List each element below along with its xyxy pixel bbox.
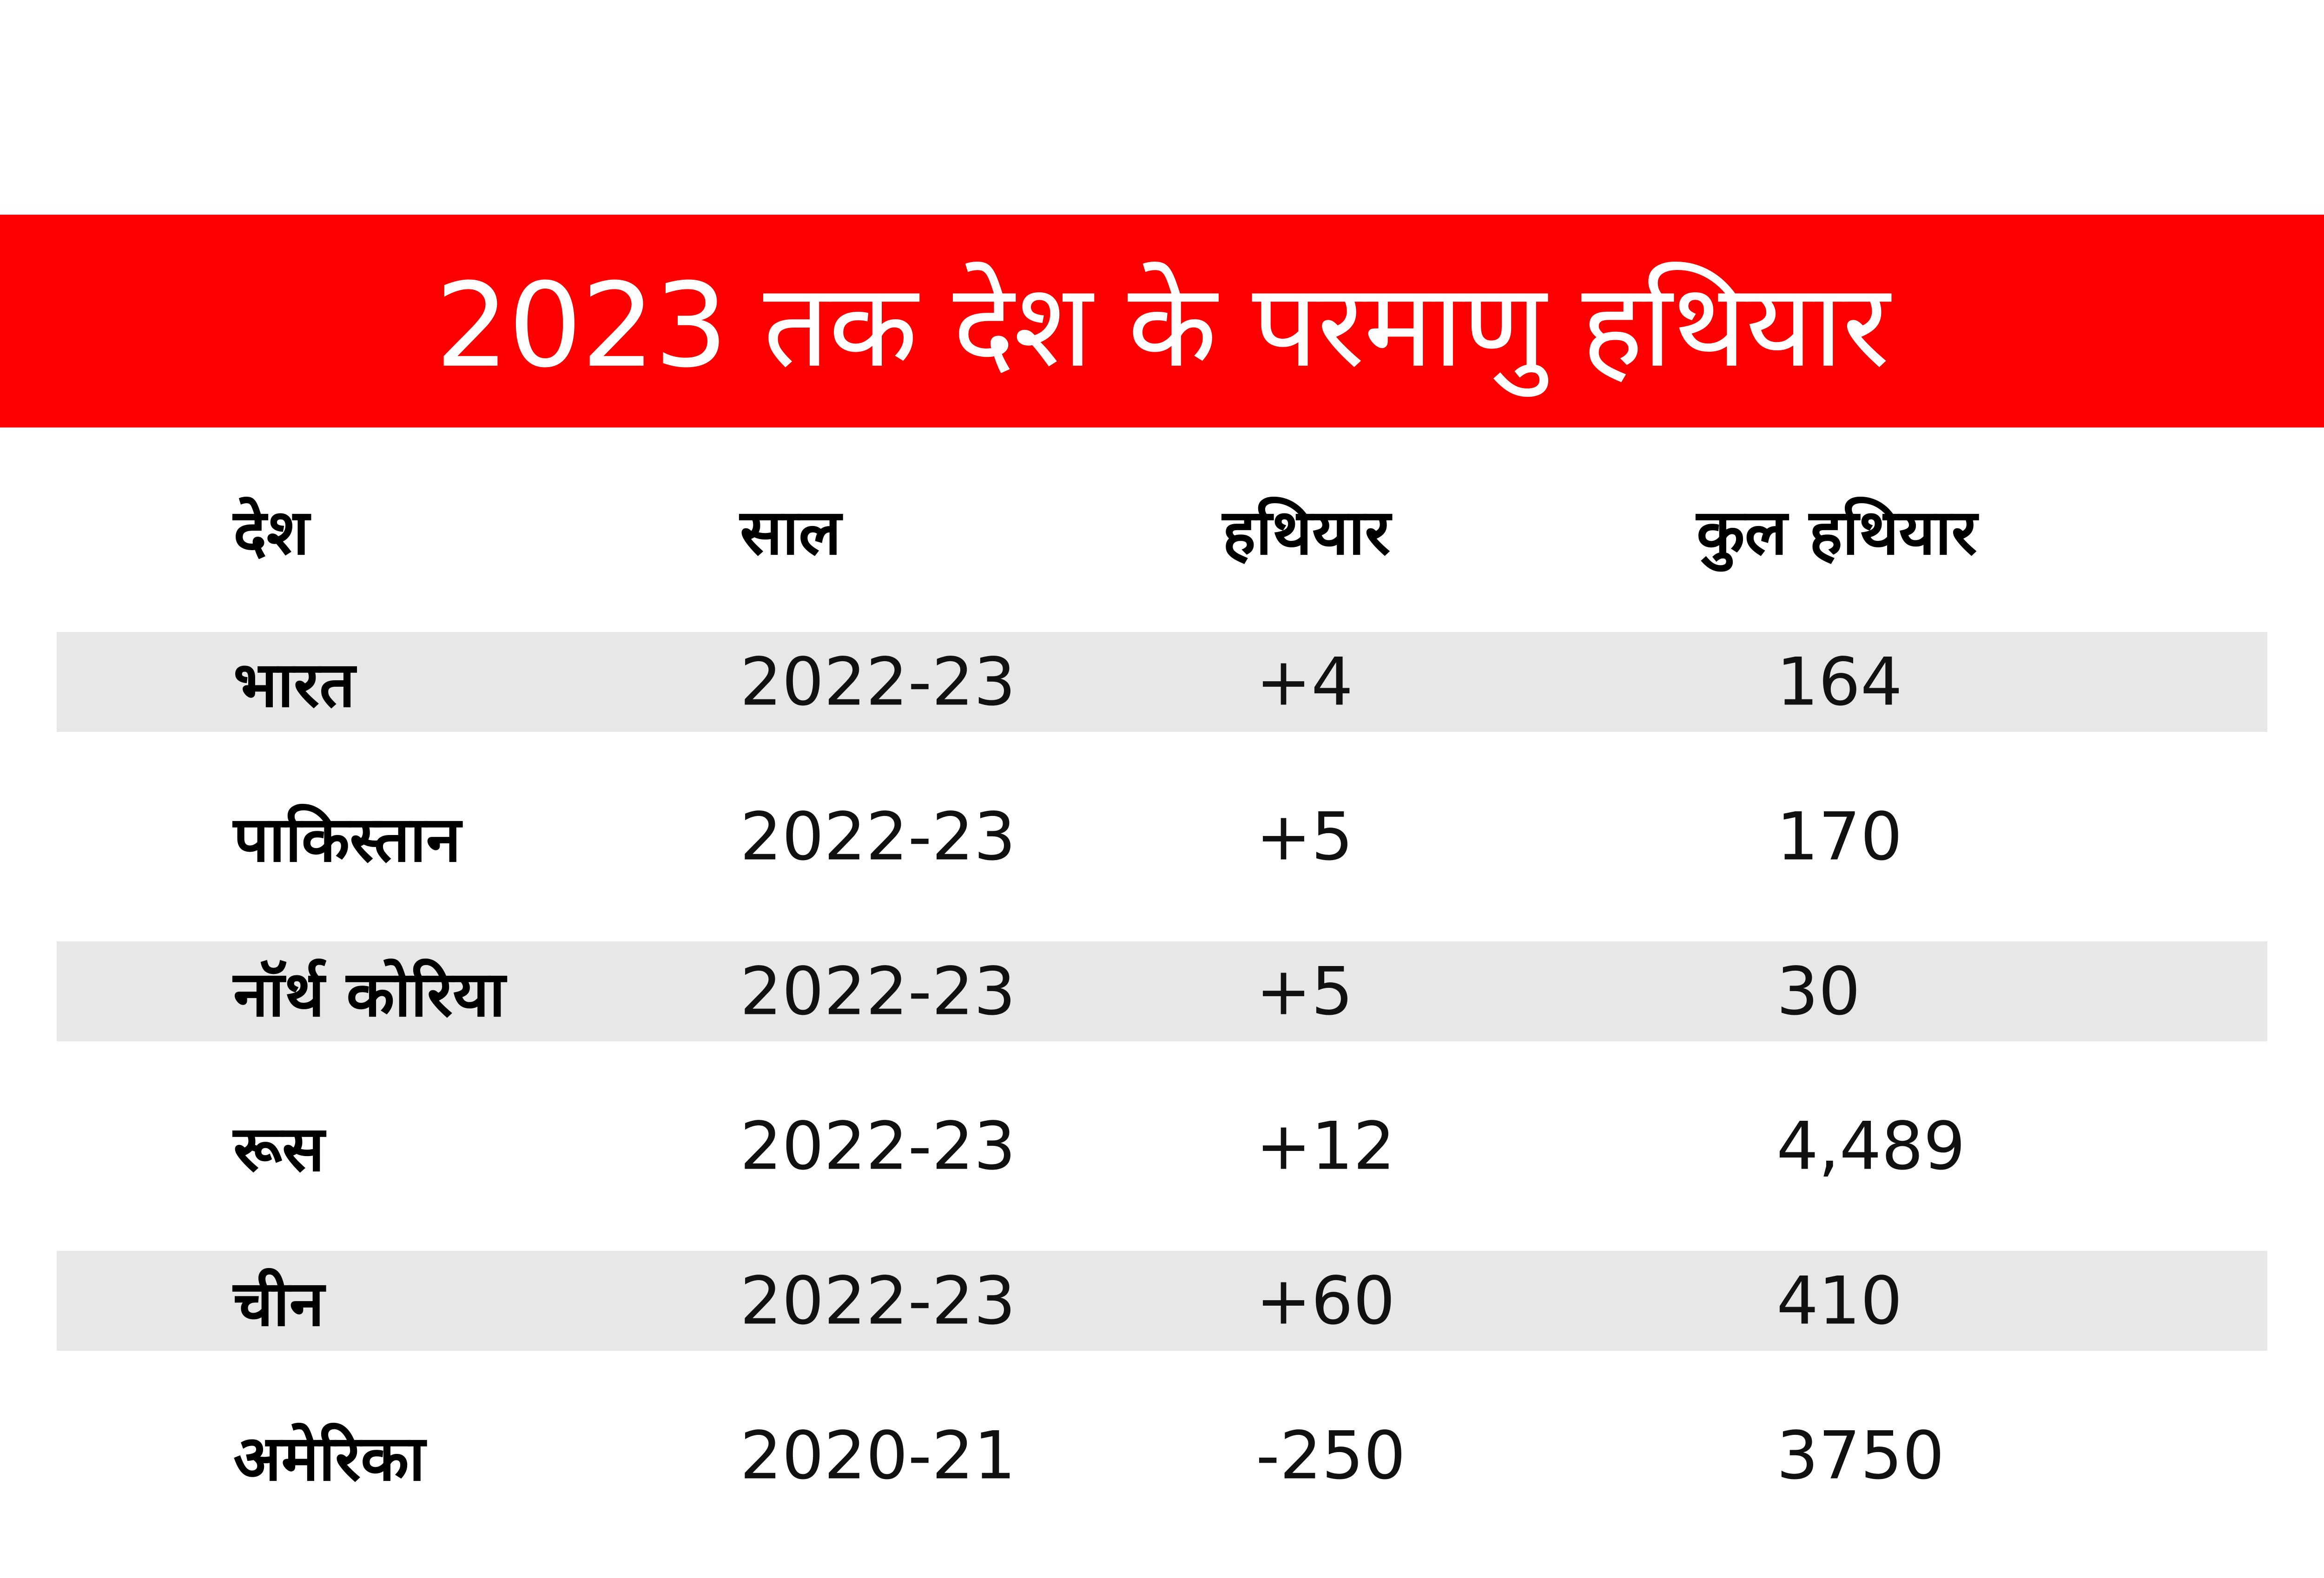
total-cell: 164 <box>1776 644 1903 720</box>
change-cell: +12 <box>1256 1108 1395 1184</box>
table-header: देश साल हथियार कुल हथियार <box>0 479 2324 581</box>
country-cell: अमेरिका <box>233 1421 425 1495</box>
total-cell: 4,489 <box>1776 1108 1966 1184</box>
header-total-weapons: कुल हथियार <box>1697 496 1977 569</box>
change-cell: +4 <box>1256 644 1353 720</box>
table-row: चीन 2022-23 +60 410 <box>57 1251 2267 1351</box>
header-country: देश <box>233 496 310 569</box>
total-cell: 170 <box>1776 798 1903 875</box>
total-cell: 410 <box>1776 1262 1903 1339</box>
country-cell: पाकिस्तान <box>233 802 461 876</box>
table-row: नॉर्थ कोरिया 2022-23 +5 30 <box>57 941 2267 1041</box>
country-cell: रूस <box>233 1112 325 1185</box>
change-cell: +60 <box>1256 1262 1395 1339</box>
change-cell: +5 <box>1256 798 1353 875</box>
country-cell: भारत <box>233 648 356 721</box>
year-cell: 2022-23 <box>740 798 1016 875</box>
country-cell: नॉर्थ कोरिया <box>233 957 506 1031</box>
change-cell: -250 <box>1256 1417 1406 1494</box>
total-cell: 3750 <box>1776 1417 1945 1494</box>
year-cell: 2022-23 <box>740 1262 1016 1339</box>
year-cell: 2020-21 <box>740 1417 1016 1494</box>
header-weapons: हथियार <box>1222 496 1391 569</box>
year-cell: 2022-23 <box>740 644 1016 720</box>
country-cell: चीन <box>233 1267 324 1340</box>
change-cell: +5 <box>1256 953 1353 1030</box>
chart-title: 2023 तक देश के परमाणु हथियार <box>435 258 1889 393</box>
year-cell: 2022-23 <box>740 1108 1016 1184</box>
title-banner: 2023 तक देश के परमाणु हथियार <box>0 215 2324 427</box>
total-cell: 30 <box>1776 953 1861 1030</box>
header-year: साल <box>740 496 841 569</box>
table-row: अमेरिका 2020-21 -250 3750 <box>57 1406 2267 1506</box>
table-row: भारत 2022-23 +4 164 <box>57 632 2267 732</box>
year-cell: 2022-23 <box>740 953 1016 1030</box>
table-row: रूस 2022-23 +12 4,489 <box>57 1096 2267 1196</box>
table-row: पाकिस्तान 2022-23 +5 170 <box>57 787 2267 887</box>
